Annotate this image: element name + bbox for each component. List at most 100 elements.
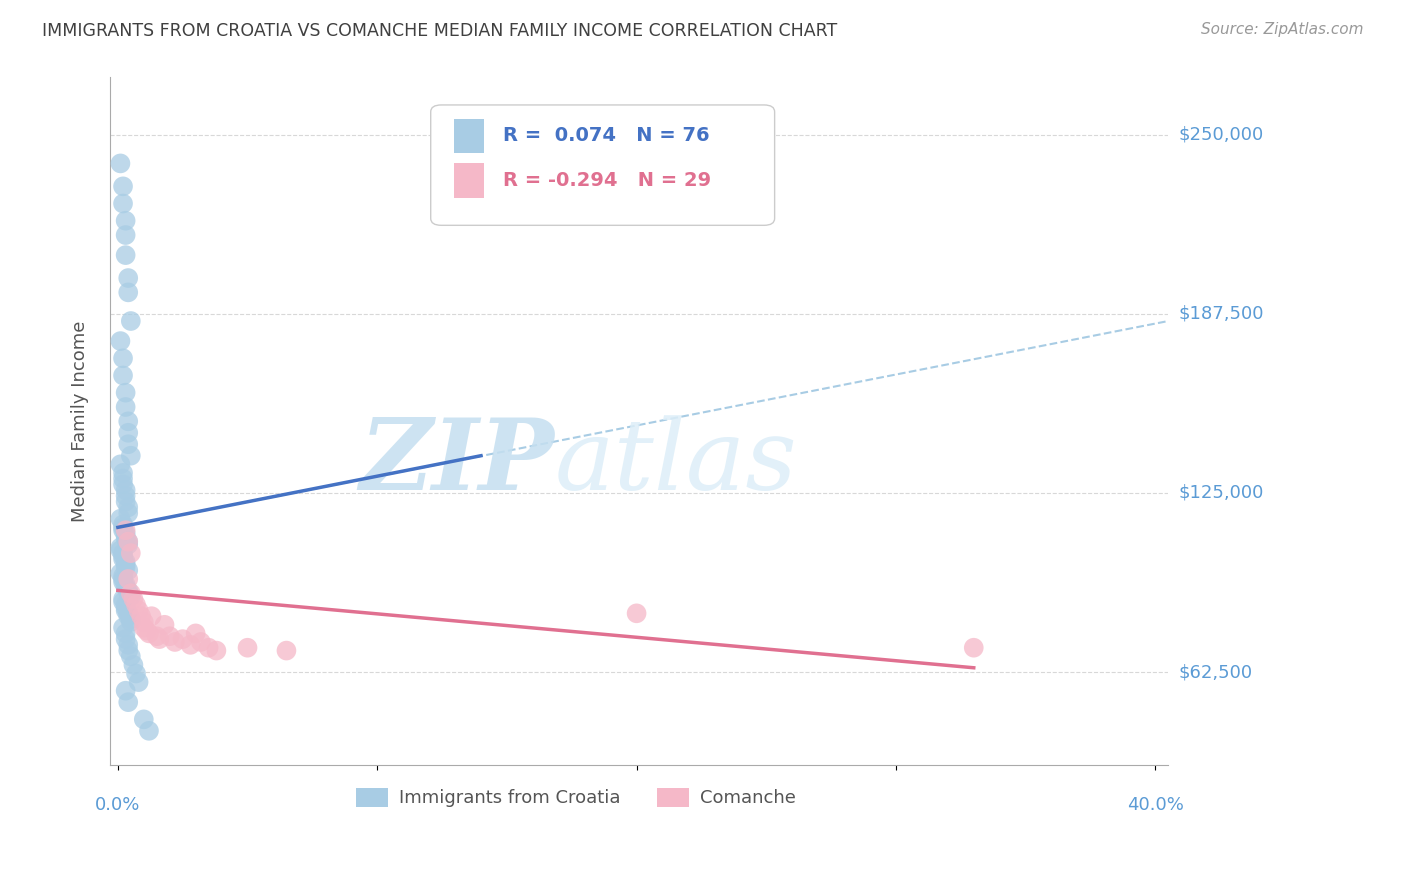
Point xyxy=(112,368,135,383)
Point xyxy=(114,683,136,698)
Point xyxy=(120,615,142,629)
Point xyxy=(117,638,139,652)
Point xyxy=(114,483,136,497)
Text: IMMIGRANTS FROM CROATIA VS COMANCHE MEDIAN FAMILY INCOME CORRELATION CHART: IMMIGRANTS FROM CROATIA VS COMANCHE MEDI… xyxy=(42,22,838,40)
Point xyxy=(114,526,136,541)
Point xyxy=(114,248,136,262)
Point xyxy=(110,512,132,526)
Point xyxy=(148,632,170,646)
Point xyxy=(114,489,136,503)
Point xyxy=(110,541,132,555)
Point xyxy=(125,666,148,681)
Point xyxy=(114,529,136,543)
Point xyxy=(138,626,160,640)
Point xyxy=(117,271,139,285)
Point xyxy=(125,598,148,612)
Point xyxy=(112,592,135,607)
Point xyxy=(112,546,135,560)
Point xyxy=(112,574,135,589)
Point xyxy=(117,506,139,520)
Point xyxy=(117,586,139,600)
Point xyxy=(114,577,136,591)
Point xyxy=(132,712,155,726)
Text: R = -0.294   N = 29: R = -0.294 N = 29 xyxy=(503,171,711,190)
Point xyxy=(112,472,135,486)
Point xyxy=(135,624,157,638)
Point xyxy=(117,583,139,598)
Point xyxy=(114,603,136,617)
Point xyxy=(184,626,207,640)
Point xyxy=(112,572,135,586)
Point xyxy=(112,621,135,635)
Text: 40.0%: 40.0% xyxy=(1126,797,1184,814)
Point xyxy=(117,534,139,549)
Point xyxy=(114,600,136,615)
Text: R =  0.074   N = 76: R = 0.074 N = 76 xyxy=(503,127,709,145)
Point xyxy=(110,156,132,170)
Point xyxy=(114,632,136,646)
Point xyxy=(114,385,136,400)
Point xyxy=(110,566,132,581)
Y-axis label: Median Family Income: Median Family Income xyxy=(72,320,89,522)
Point xyxy=(112,517,135,532)
Point xyxy=(138,723,160,738)
Point xyxy=(112,477,135,491)
Point xyxy=(114,213,136,227)
Point xyxy=(276,643,298,657)
Point xyxy=(112,595,135,609)
Text: $250,000: $250,000 xyxy=(1178,126,1264,144)
Text: 0.0%: 0.0% xyxy=(96,797,141,814)
Point xyxy=(129,609,152,624)
Point xyxy=(114,626,136,640)
Point xyxy=(114,560,136,574)
Point xyxy=(117,607,139,621)
Point xyxy=(117,285,139,300)
Point xyxy=(145,629,167,643)
Point xyxy=(112,196,135,211)
Point xyxy=(128,675,150,690)
Point xyxy=(110,458,132,472)
Point xyxy=(132,615,155,629)
Point xyxy=(112,552,135,566)
Text: Source: ZipAtlas.com: Source: ZipAtlas.com xyxy=(1201,22,1364,37)
Point xyxy=(114,558,136,572)
Text: ZIP: ZIP xyxy=(360,415,554,511)
Point xyxy=(117,534,139,549)
FancyBboxPatch shape xyxy=(454,163,484,198)
FancyBboxPatch shape xyxy=(430,105,775,226)
Point xyxy=(197,640,219,655)
Point xyxy=(128,603,150,617)
Legend: Immigrants from Croatia, Comanche: Immigrants from Croatia, Comanche xyxy=(349,780,803,814)
Point xyxy=(120,589,142,603)
Point xyxy=(236,640,259,655)
Point xyxy=(117,437,139,451)
Point xyxy=(112,520,135,534)
Point xyxy=(117,643,139,657)
Point xyxy=(153,617,176,632)
Point xyxy=(172,632,194,646)
Point xyxy=(112,523,135,537)
Point xyxy=(112,569,135,583)
Text: atlas: atlas xyxy=(554,415,797,510)
Point xyxy=(179,638,201,652)
Point xyxy=(117,572,139,586)
Point xyxy=(132,621,155,635)
Point xyxy=(112,466,135,480)
Point xyxy=(117,695,139,709)
Point xyxy=(163,635,186,649)
Text: $62,500: $62,500 xyxy=(1178,663,1253,681)
Point xyxy=(112,351,135,366)
Point xyxy=(117,414,139,428)
Text: $187,500: $187,500 xyxy=(1178,305,1264,323)
Point xyxy=(114,555,136,569)
Text: $125,000: $125,000 xyxy=(1178,484,1264,502)
Point xyxy=(110,334,132,348)
Point xyxy=(114,598,136,612)
Point xyxy=(114,494,136,508)
Point xyxy=(120,612,142,626)
Point xyxy=(141,609,163,624)
Point xyxy=(963,640,986,655)
Point xyxy=(114,400,136,414)
Point xyxy=(112,179,135,194)
Point xyxy=(112,549,135,563)
